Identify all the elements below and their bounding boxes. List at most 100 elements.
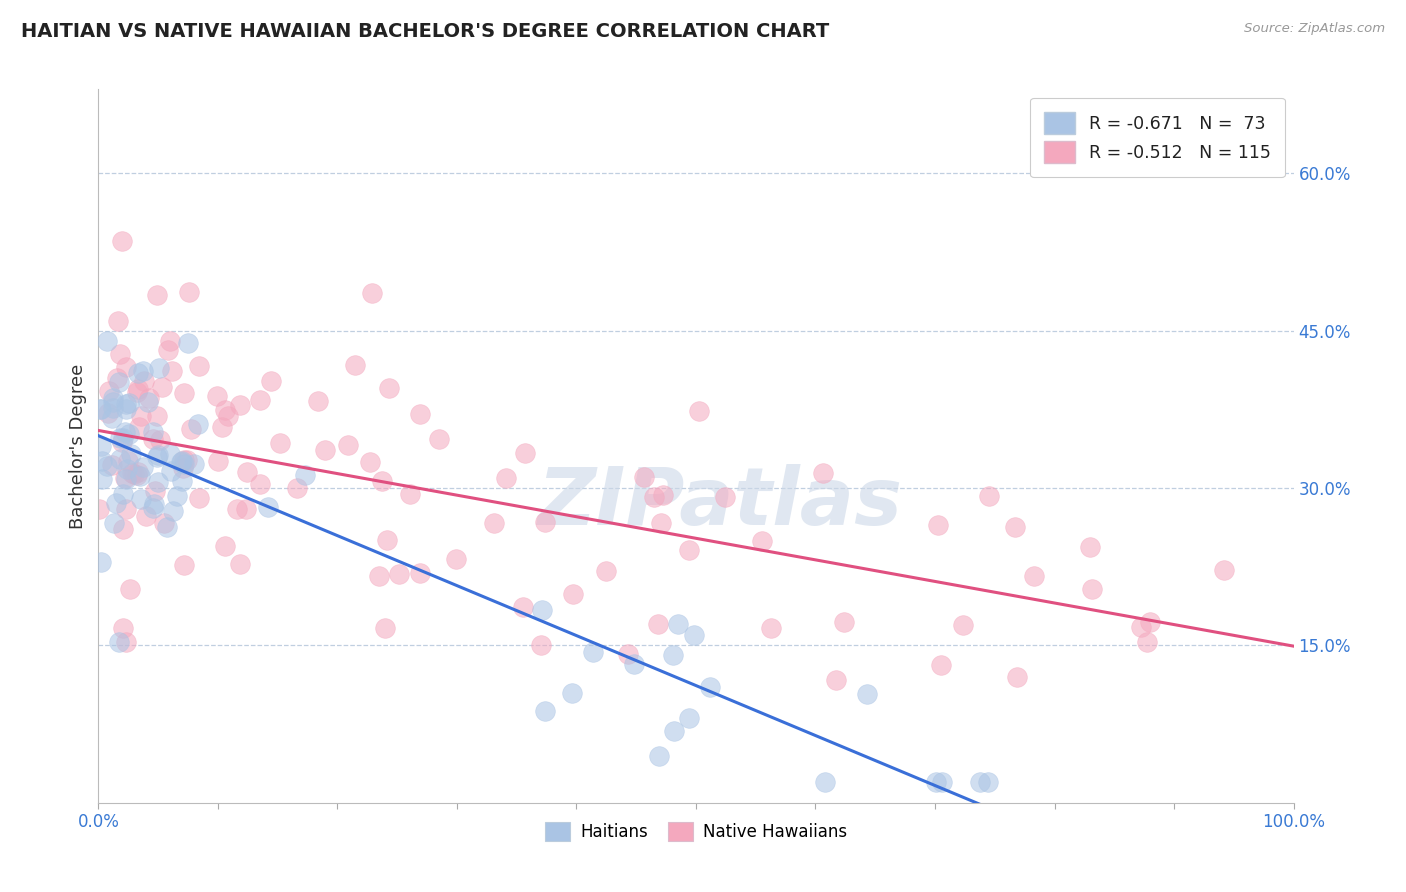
Point (180, 422, 202, 436)
Point (678, 711, 700, 725)
Point (375, 533, 398, 548)
Point (132, 374, 155, 388)
Point (159, 334, 181, 348)
Point (482, 516, 505, 531)
Point (214, 403, 236, 417)
Point (969, 774, 991, 789)
Point (260, 374, 283, 388)
Point (121, 466, 143, 480)
Point (683, 628, 706, 642)
Point (145, 450, 167, 464)
Point (170, 454, 193, 468)
Point (429, 433, 451, 447)
Point (1139, 615, 1161, 630)
Point (112, 431, 135, 445)
Point (129, 409, 152, 423)
Point (651, 488, 673, 502)
Point (98, 384, 121, 398)
Point (1081, 582, 1104, 597)
Point (176, 453, 198, 467)
Point (157, 343, 180, 358)
Point (115, 501, 138, 516)
Point (307, 393, 329, 408)
Point (398, 487, 420, 501)
Point (678, 543, 700, 558)
Point (1004, 520, 1026, 534)
Point (162, 364, 184, 378)
Point (172, 474, 194, 488)
Point (111, 434, 134, 449)
Point (662, 723, 685, 738)
Point (183, 457, 205, 471)
Text: Source: ZipAtlas.com: Source: ZipAtlas.com (1244, 22, 1385, 36)
Point (114, 425, 136, 439)
Point (142, 497, 165, 511)
Point (148, 361, 170, 376)
Point (388, 567, 411, 582)
Point (534, 704, 557, 718)
Y-axis label: Bachelor's Degree: Bachelor's Degree (69, 363, 87, 529)
Point (127, 367, 149, 381)
Point (127, 385, 149, 400)
Point (101, 458, 124, 473)
Point (156, 520, 179, 534)
Point (236, 465, 259, 479)
Point (408, 566, 430, 580)
Point (285, 482, 308, 496)
Point (97, 406, 120, 420)
Point (643, 490, 665, 504)
Point (314, 442, 336, 457)
Point (111, 234, 134, 248)
Point (108, 452, 131, 467)
Point (534, 515, 557, 529)
Point (856, 687, 879, 701)
Point (87, 502, 110, 516)
Point (115, 473, 138, 487)
Point (562, 587, 585, 601)
Point (371, 475, 394, 489)
Point (111, 522, 134, 536)
Point (294, 468, 316, 483)
Point (595, 564, 617, 578)
Point (187, 417, 209, 432)
Point (146, 448, 169, 462)
Point (142, 425, 165, 439)
Point (96, 459, 118, 474)
Point (751, 534, 773, 549)
Point (235, 501, 257, 516)
Point (142, 500, 165, 515)
Point (104, 496, 127, 510)
Point (188, 359, 211, 374)
Point (115, 461, 138, 475)
Point (582, 645, 605, 659)
Point (359, 455, 381, 469)
Point (979, 490, 1001, 504)
Point (648, 749, 671, 764)
Point (136, 395, 159, 409)
Point (1213, 563, 1236, 577)
Point (108, 635, 131, 649)
Point (217, 409, 239, 423)
Point (160, 464, 183, 478)
Point (561, 686, 583, 700)
Point (91, 472, 114, 486)
Point (89, 401, 111, 416)
Point (688, 404, 710, 418)
Point (148, 475, 170, 490)
Point (249, 392, 271, 407)
Point (211, 420, 233, 434)
Point (666, 616, 689, 631)
Point (101, 391, 124, 405)
Point (117, 427, 139, 442)
Point (146, 288, 169, 302)
Point (530, 638, 553, 652)
Point (512, 600, 534, 615)
Point (108, 375, 131, 389)
Point (931, 774, 953, 789)
Legend: Haitians, Native Hawaiians: Haitians, Native Hawaiians (538, 815, 853, 848)
Point (1130, 620, 1153, 634)
Point (337, 438, 360, 452)
Point (699, 680, 721, 694)
Point (89, 555, 111, 569)
Point (173, 385, 195, 400)
